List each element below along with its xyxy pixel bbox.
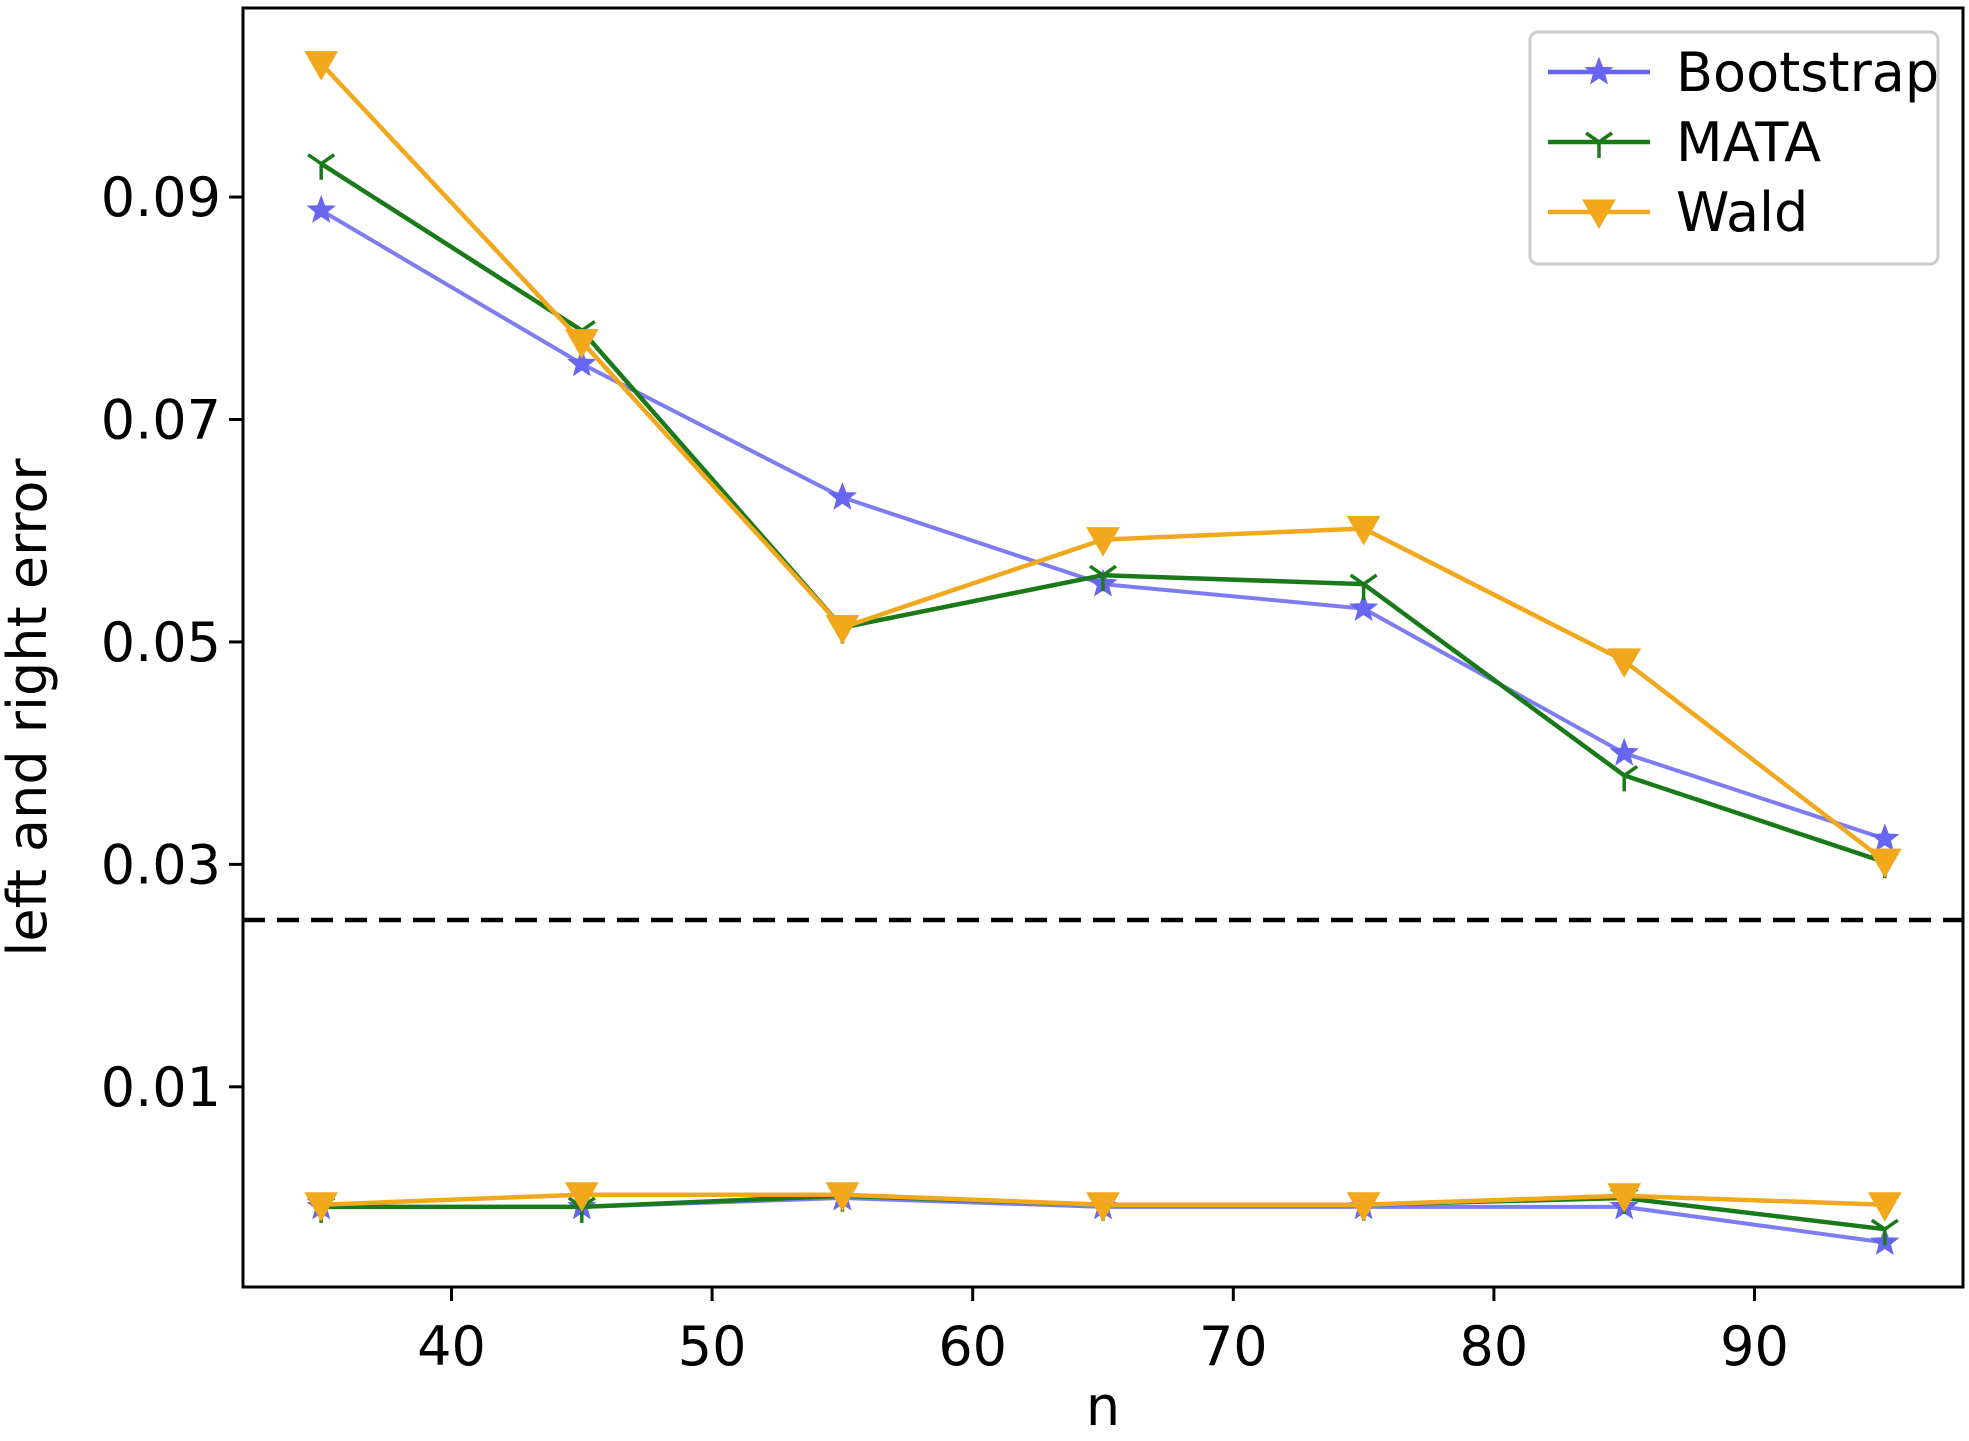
data-point xyxy=(825,614,860,645)
legend-item-wald: Wald xyxy=(1548,181,1808,244)
axes-layer: 40 50 60 70 80 90 0.01 0.03 0.05 0.07 0.09 xyxy=(101,6,1965,1378)
series-layer xyxy=(304,51,1902,1255)
data-point xyxy=(1607,648,1642,678)
legend-label: Wald xyxy=(1676,181,1808,244)
series-left-wald xyxy=(304,1182,1902,1222)
series-right-bootstrap xyxy=(306,194,1900,852)
data-point xyxy=(567,348,597,377)
data-point xyxy=(306,194,336,223)
legend-item-mata: MATA xyxy=(1548,111,1821,174)
x-axis-title: n xyxy=(1086,1375,1120,1438)
data-point xyxy=(1348,593,1379,622)
legend-swatch-marker xyxy=(1585,131,1613,158)
legend-label: MATA xyxy=(1676,111,1821,174)
legend-item-bootstrap: Bootstrap xyxy=(1548,41,1939,104)
x-tick-label: 40 xyxy=(417,1315,486,1378)
series-line xyxy=(320,208,1886,841)
data-point xyxy=(1346,1192,1381,1222)
data-point xyxy=(1346,515,1381,546)
data-point xyxy=(1086,527,1120,557)
x-tick-label: 90 xyxy=(1720,1315,1789,1378)
data-point xyxy=(304,51,339,81)
data-point xyxy=(827,481,858,510)
plot-frame xyxy=(241,6,1965,1289)
x-tick-label: 70 xyxy=(1199,1315,1268,1378)
data-point xyxy=(564,329,599,359)
legend-label: Bootstrap xyxy=(1676,41,1939,104)
data-point xyxy=(1867,1192,1902,1222)
x-tick-label: 80 xyxy=(1460,1315,1529,1378)
series-right-wald xyxy=(304,51,1902,879)
series-line xyxy=(319,161,1886,865)
data-point xyxy=(304,1192,339,1222)
data-point xyxy=(1349,573,1378,601)
data-point xyxy=(1870,1218,1899,1246)
y-tick-label: 0.05 xyxy=(101,611,221,674)
x-tick-label: 60 xyxy=(938,1315,1007,1378)
data-point xyxy=(1607,1183,1642,1213)
legend-swatch-marker xyxy=(1584,56,1614,85)
data-point xyxy=(1086,1192,1120,1222)
legend-box xyxy=(1528,30,1940,266)
data-point xyxy=(825,1182,860,1212)
data-point xyxy=(1610,764,1639,792)
y-axis-title: left and right error xyxy=(0,458,59,957)
data-point xyxy=(1089,564,1117,592)
data-point xyxy=(1870,823,1900,852)
y-tick-label: 0.07 xyxy=(101,389,221,452)
data-point xyxy=(1867,848,1902,879)
data-point xyxy=(307,153,336,180)
legend: Bootstrap MATA Wald xyxy=(1528,30,1940,266)
y-tick-label: 0.09 xyxy=(101,166,221,229)
y-tick-label: 0.03 xyxy=(101,833,221,896)
data-point xyxy=(1609,737,1639,766)
legend-swatch-marker xyxy=(1582,199,1616,230)
data-point xyxy=(564,1182,599,1212)
x-tick-label: 50 xyxy=(678,1315,747,1378)
y-tick-label: 0.01 xyxy=(101,1056,221,1119)
